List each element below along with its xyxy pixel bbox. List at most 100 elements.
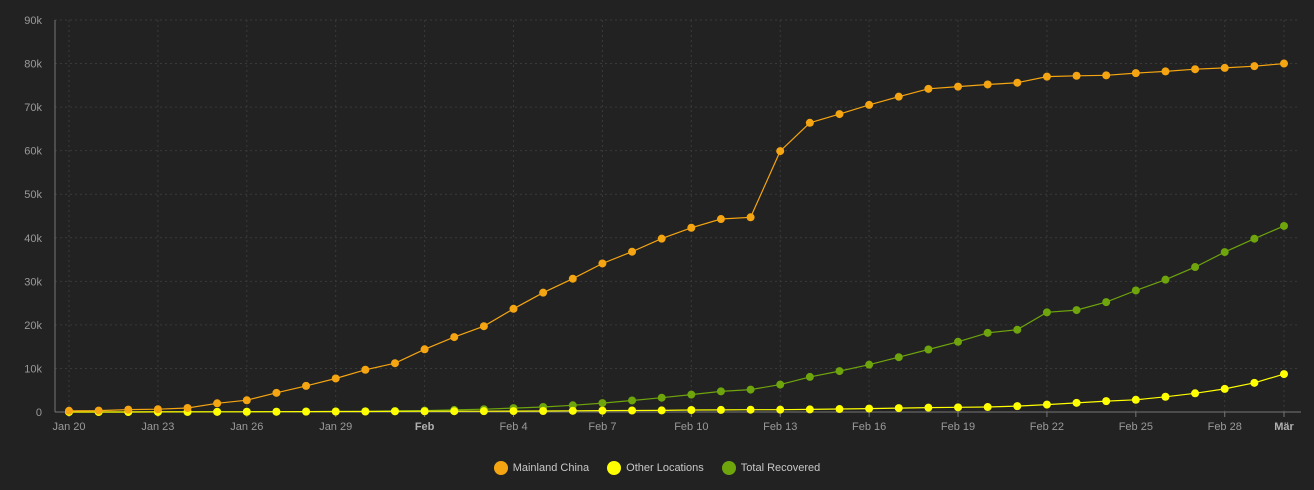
x-tick-label: Jan 20 <box>52 421 85 433</box>
data-point-mainland-china <box>1161 67 1170 76</box>
data-point-other-locations <box>716 405 725 414</box>
legend-marker <box>493 461 508 475</box>
x-tick-label: Jan 23 <box>141 421 174 433</box>
data-point-mainland-china <box>1013 78 1022 87</box>
x-tick-label: Feb 7 <box>588 421 616 433</box>
y-tick-label: 40k <box>24 233 42 245</box>
y-tick-label: 20k <box>24 320 42 332</box>
data-point-total-recovered <box>598 399 607 408</box>
data-point-mainland-china <box>1280 59 1288 68</box>
data-point-total-recovered <box>983 328 992 337</box>
data-point-total-recovered <box>657 393 666 402</box>
data-point-mainland-china <box>598 259 607 268</box>
data-point-other-locations <box>983 403 992 412</box>
data-point-mainland-china <box>1042 72 1051 81</box>
data-point-other-locations <box>1131 395 1140 404</box>
data-point-other-locations <box>361 407 370 416</box>
series-other-locations <box>65 370 1288 416</box>
legend-item-mainland-china[interactable]: Mainland China <box>493 461 590 475</box>
data-point-mainland-china <box>420 345 429 354</box>
x-tick-label: Mär <box>1274 421 1294 433</box>
data-point-other-locations <box>1013 402 1022 411</box>
data-point-other-locations <box>1250 378 1259 387</box>
data-point-mainland-china <box>628 247 637 256</box>
data-point-mainland-china <box>716 215 725 224</box>
data-point-other-locations <box>1042 400 1051 409</box>
data-point-total-recovered <box>865 360 874 369</box>
data-point-mainland-china <box>302 381 311 390</box>
legend-label: Other Locations <box>626 462 704 474</box>
data-point-mainland-china <box>835 110 844 119</box>
data-point-mainland-china <box>687 223 696 232</box>
series-total-recovered <box>65 221 1288 416</box>
data-point-other-locations <box>687 406 696 415</box>
x-tick-label: Feb <box>415 421 435 433</box>
data-point-total-recovered <box>1072 306 1081 315</box>
data-point-other-locations <box>450 407 459 416</box>
x-tick-label: Jan 29 <box>319 421 352 433</box>
data-point-mainland-china <box>65 406 73 415</box>
data-point-total-recovered <box>1131 286 1140 295</box>
data-point-other-locations <box>213 407 222 416</box>
data-point-total-recovered <box>954 337 963 346</box>
data-point-mainland-china <box>954 82 963 91</box>
data-point-other-locations <box>390 407 399 416</box>
data-point-total-recovered <box>1280 221 1288 230</box>
x-tick-label: Feb 16 <box>852 421 886 433</box>
data-point-other-locations <box>1102 397 1111 406</box>
data-point-total-recovered <box>1102 298 1111 307</box>
legend-marker <box>607 461 622 475</box>
data-point-mainland-china <box>776 147 785 156</box>
data-point-other-locations <box>331 407 340 416</box>
data-point-mainland-china <box>746 213 755 222</box>
data-point-other-locations <box>1072 398 1081 407</box>
data-point-other-locations <box>509 407 518 416</box>
data-point-other-locations <box>657 406 666 415</box>
legend-item-other-locations[interactable]: Other Locations <box>607 461 704 475</box>
series <box>65 59 1288 416</box>
data-point-total-recovered <box>894 353 903 362</box>
legend-item-total-recovered[interactable]: Total Recovered <box>721 461 820 475</box>
data-point-other-locations <box>746 405 755 414</box>
data-point-other-locations <box>776 405 785 414</box>
data-point-mainland-china <box>509 304 518 313</box>
data-point-total-recovered <box>716 387 725 396</box>
data-point-total-recovered <box>628 396 637 405</box>
data-point-mainland-china <box>361 365 370 374</box>
y-tick-label: 60k <box>24 146 42 158</box>
legend-marker <box>721 461 736 475</box>
data-point-mainland-china <box>94 406 103 415</box>
data-point-total-recovered <box>687 390 696 399</box>
x-tick-label: Feb 13 <box>763 421 797 433</box>
x-tick-label: Feb 25 <box>1119 421 1153 433</box>
data-point-other-locations <box>924 403 933 412</box>
data-point-total-recovered <box>1191 263 1200 272</box>
data-point-mainland-china <box>1131 69 1140 78</box>
data-point-other-locations <box>865 404 874 413</box>
data-point-mainland-china <box>183 404 192 413</box>
x-tick-label: Feb 4 <box>499 421 527 433</box>
data-point-total-recovered <box>1220 248 1229 257</box>
data-point-mainland-china <box>153 405 162 414</box>
data-point-mainland-china <box>894 92 903 101</box>
data-point-other-locations <box>302 407 311 416</box>
data-point-mainland-china <box>1220 63 1229 72</box>
data-point-total-recovered <box>568 401 577 410</box>
data-point-mainland-china <box>124 405 133 414</box>
x-tick-label: Feb 19 <box>941 421 975 433</box>
series-mainland-china <box>65 59 1288 415</box>
legend-label: Mainland China <box>512 462 590 474</box>
y-tick-label: 80k <box>24 59 42 71</box>
data-point-other-locations <box>539 407 548 416</box>
data-point-mainland-china <box>1072 71 1081 80</box>
data-point-other-locations <box>242 407 251 416</box>
data-point-other-locations <box>894 404 903 413</box>
data-point-mainland-china <box>390 359 399 368</box>
data-point-mainland-china <box>450 333 459 342</box>
data-point-total-recovered <box>1042 308 1051 317</box>
y-tick-label: 70k <box>24 102 42 114</box>
data-point-total-recovered <box>1250 234 1259 243</box>
data-point-other-locations <box>1161 392 1170 401</box>
data-point-total-recovered <box>835 367 844 376</box>
